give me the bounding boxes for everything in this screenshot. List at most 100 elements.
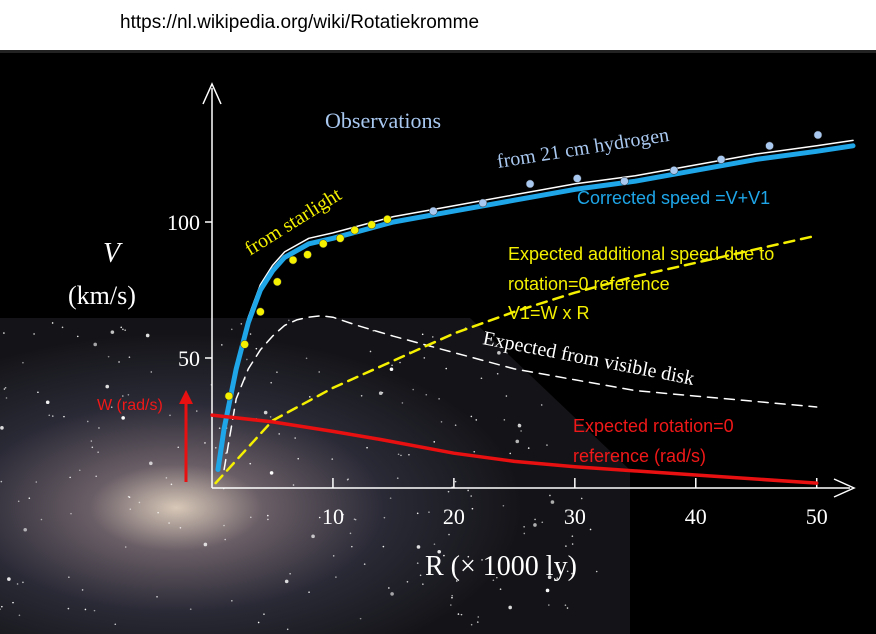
star: [230, 328, 233, 331]
star: [492, 579, 495, 582]
star: [93, 609, 96, 612]
star: [149, 461, 153, 466]
star: [0, 608, 1, 610]
star: [351, 545, 353, 548]
data-point: [288, 255, 298, 265]
data-point: [303, 250, 312, 259]
star: [460, 613, 463, 616]
star: [457, 613, 460, 615]
star: [122, 328, 124, 331]
data-point: [273, 277, 282, 287]
star: [476, 621, 479, 623]
x-tick-label: 50: [806, 504, 828, 529]
star: [110, 406, 113, 409]
star: [450, 604, 452, 606]
star: [517, 423, 522, 428]
star: [451, 596, 453, 599]
star: [433, 543, 436, 546]
plot: 50 100 10 20 30 40 50: [167, 130, 856, 529]
star: [98, 427, 100, 429]
annotation: Corrected speed =V+V1: [577, 188, 770, 208]
star: [503, 419, 506, 421]
star: [81, 589, 84, 591]
star: [448, 533, 450, 536]
data-point: [240, 340, 249, 349]
star: [419, 574, 422, 577]
star: [297, 457, 300, 460]
star: [349, 532, 352, 535]
star: [40, 518, 43, 521]
star: [318, 371, 321, 373]
data-point: [813, 130, 823, 140]
star: [4, 386, 7, 389]
star: [45, 400, 50, 405]
star: [224, 538, 226, 541]
star: [150, 371, 153, 373]
star: [508, 605, 512, 610]
star: [91, 446, 94, 449]
star: [86, 420, 89, 423]
data-point: [716, 155, 726, 164]
star: [107, 355, 110, 358]
star: [527, 447, 530, 449]
star: [270, 381, 272, 384]
star: [431, 336, 434, 338]
y-tick-label: 100: [167, 210, 200, 235]
star: [428, 511, 430, 513]
star: [284, 579, 289, 584]
star: [399, 361, 401, 364]
star: [48, 414, 51, 417]
star: [51, 415, 54, 417]
star: [425, 393, 428, 396]
star: [0, 426, 4, 430]
star: [68, 576, 70, 579]
curve: [223, 315, 818, 471]
star: [401, 402, 404, 404]
star: [566, 607, 569, 609]
star: [16, 583, 19, 585]
star: [550, 500, 555, 504]
star: [523, 532, 526, 535]
star: [533, 523, 537, 527]
star: [571, 572, 573, 575]
star: [400, 454, 402, 457]
star: [549, 494, 551, 497]
y-tick-label: 50: [178, 346, 200, 371]
star: [437, 549, 441, 554]
star: [546, 444, 548, 446]
star: [145, 333, 150, 338]
star: [447, 490, 450, 493]
star: [390, 592, 394, 596]
star: [223, 524, 225, 527]
star: [421, 333, 424, 336]
x-axis-arrow: [833, 478, 856, 498]
star: [267, 514, 269, 517]
data-point: [350, 225, 359, 235]
star: [249, 333, 252, 335]
star: [105, 384, 110, 389]
star: [294, 437, 296, 439]
star: [422, 583, 424, 585]
star: [168, 522, 170, 524]
star: [169, 414, 171, 417]
star: [366, 446, 368, 449]
star: [110, 330, 115, 334]
star: [309, 396, 311, 398]
star: [84, 608, 87, 611]
star: [67, 607, 70, 610]
y-unit: (km/s): [68, 281, 136, 310]
star: [286, 628, 289, 631]
star: [255, 347, 258, 350]
star: [471, 507, 474, 510]
separator: [0, 50, 876, 53]
data-point: [224, 391, 234, 401]
star: [451, 594, 453, 597]
star: [269, 416, 272, 418]
x-tick-label: 40: [685, 504, 707, 529]
star: [381, 391, 384, 394]
star: [37, 391, 39, 394]
star: [496, 372, 499, 375]
annotation: W (rad/s): [97, 397, 163, 414]
